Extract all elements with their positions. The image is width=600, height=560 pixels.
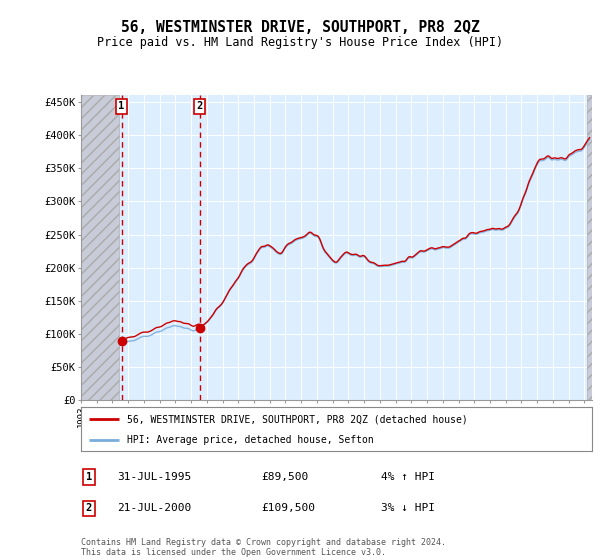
Text: 1: 1 — [86, 472, 92, 482]
Text: 21-JUL-2000: 21-JUL-2000 — [117, 503, 191, 514]
Text: 2: 2 — [197, 101, 203, 111]
Text: 4% ↑ HPI: 4% ↑ HPI — [381, 472, 435, 482]
Text: 2: 2 — [86, 503, 92, 514]
Text: 31-JUL-1995: 31-JUL-1995 — [117, 472, 191, 482]
Text: Contains HM Land Registry data © Crown copyright and database right 2024.
This d: Contains HM Land Registry data © Crown c… — [81, 538, 446, 557]
Bar — [587, 95, 592, 400]
Text: £89,500: £89,500 — [261, 472, 308, 482]
Text: 56, WESTMINSTER DRIVE, SOUTHPORT, PR8 2QZ: 56, WESTMINSTER DRIVE, SOUTHPORT, PR8 2Q… — [121, 20, 479, 35]
Text: 3% ↓ HPI: 3% ↓ HPI — [381, 503, 435, 514]
Text: HPI: Average price, detached house, Sefton: HPI: Average price, detached house, Seft… — [127, 435, 374, 445]
Text: 56, WESTMINSTER DRIVE, SOUTHPORT, PR8 2QZ (detached house): 56, WESTMINSTER DRIVE, SOUTHPORT, PR8 2Q… — [127, 414, 468, 424]
Bar — [81, 95, 119, 400]
Text: 1: 1 — [118, 101, 125, 111]
Text: Price paid vs. HM Land Registry's House Price Index (HPI): Price paid vs. HM Land Registry's House … — [97, 36, 503, 49]
Text: £109,500: £109,500 — [261, 503, 315, 514]
